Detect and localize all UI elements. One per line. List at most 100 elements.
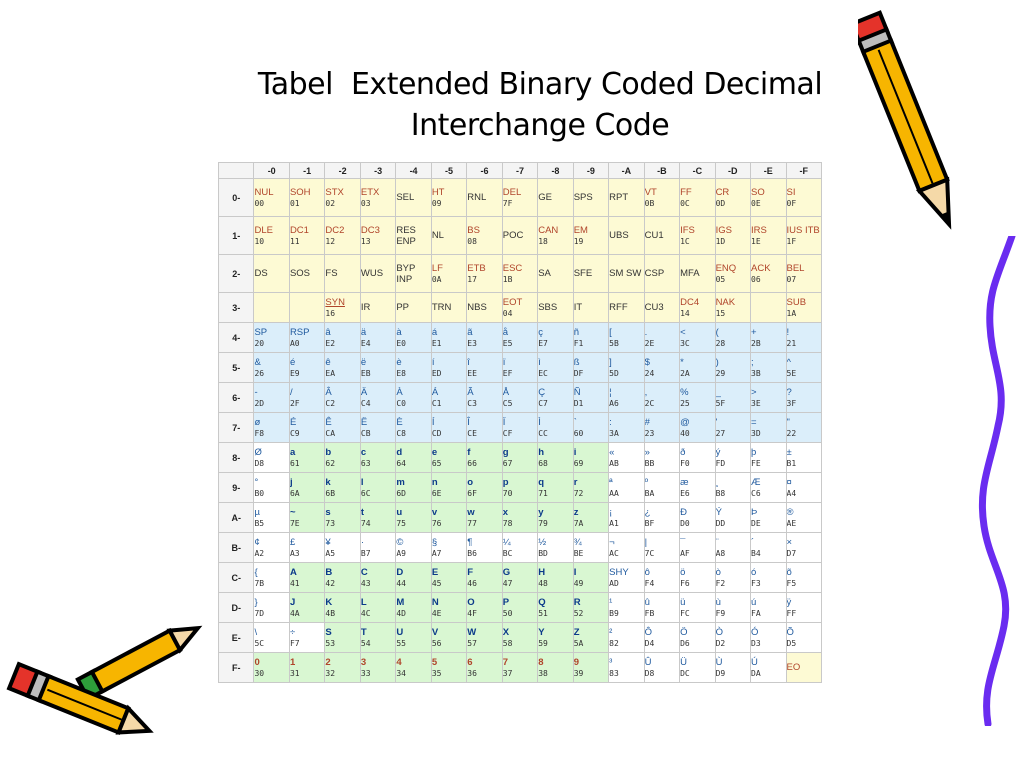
table-cell: ^ 5E	[785, 352, 822, 383]
cell-ascii-code: 39	[573, 668, 584, 678]
table-cell: Å C5	[501, 382, 539, 413]
table-cell: NUL 00	[253, 178, 290, 217]
table-cell: p 70	[501, 472, 539, 503]
cell-ascii-code: 22	[786, 428, 797, 438]
cell-character: Ú	[751, 656, 758, 668]
table-cell: Ë CB	[359, 412, 397, 443]
cell-ascii-code: 4B	[325, 608, 336, 618]
table-cell: ê EA	[324, 352, 361, 383]
table-cell: ã E3	[466, 322, 503, 353]
table-cell: Ñ D1	[572, 382, 610, 413]
table-cell: RFF	[608, 292, 645, 323]
table-cell: f 66	[466, 442, 503, 473]
cell-character: IR	[360, 302, 371, 313]
cell-character: *	[680, 356, 684, 368]
cell-ascii-code: A9	[396, 548, 406, 558]
cell-character: ã	[467, 326, 473, 338]
cell-ascii-code: 5A	[573, 638, 584, 648]
cell-ascii-code: 14	[680, 308, 690, 318]
cell-ascii-code: 31	[289, 668, 300, 678]
cell-ascii-code: 1E	[751, 236, 761, 246]
cell-ascii-code: 5F	[715, 398, 726, 408]
table-cell: SEL	[395, 178, 432, 217]
column-header: -B	[643, 162, 681, 179]
table-cell: BYP INP	[395, 254, 432, 293]
table-cell: NL	[430, 216, 468, 255]
cell-character: è	[396, 356, 402, 368]
cell-ascii-code: EF	[502, 368, 513, 378]
cell-character: Í	[431, 416, 435, 428]
cell-character: 0	[254, 656, 260, 668]
table-cell: Ä C4	[359, 382, 397, 413]
cell-character: (	[715, 326, 719, 338]
cell-character: Ð	[680, 506, 687, 518]
table-cell: FF 0C	[679, 178, 716, 217]
table-cell: STX 02	[324, 178, 361, 217]
table-cell: (28	[714, 322, 752, 353]
cell-character: Â	[325, 386, 332, 398]
cell-ascii-code: FD	[715, 458, 726, 468]
cell-character: 6	[467, 656, 473, 668]
table-cell: Ô D4	[643, 622, 681, 653]
table-cell: I 49	[572, 562, 610, 593]
table-cell: Â C2	[324, 382, 361, 413]
table-cell: © A9	[395, 532, 432, 563]
cell-character: ½	[538, 536, 547, 548]
table-cell: ¤ A4	[785, 472, 822, 503]
cell-character: ETB	[467, 262, 486, 274]
cell-ascii-code: A7	[431, 548, 442, 558]
table-cell: V 56	[430, 622, 468, 653]
cell-character: ³	[609, 656, 613, 668]
cell-character: RES ENP	[396, 224, 416, 247]
column-header: -0	[253, 162, 290, 179]
table-cell: z 7A	[572, 502, 610, 533]
cell-ascii-code: F6	[680, 578, 690, 588]
cell-character: SHY	[609, 566, 629, 578]
cell-character: C	[360, 566, 368, 578]
cell-character: BYP INP	[396, 262, 416, 285]
cell-character: ê	[325, 356, 331, 368]
row-header: F-	[217, 652, 255, 683]
table-cell: y 79	[537, 502, 574, 533]
table-cell: l 6C	[359, 472, 397, 503]
cell-ascii-code: D1	[573, 398, 584, 408]
cell-character: ©	[396, 536, 404, 548]
cell-ascii-code: BC	[502, 548, 513, 558]
cell-ascii-code: A3	[289, 548, 300, 558]
cell-character: BS	[467, 224, 480, 236]
table-cell: ° B0	[253, 472, 290, 503]
table-cell: × D7	[785, 532, 822, 563]
cell-character: ¿	[644, 506, 651, 518]
cell-ascii-code: B8	[715, 488, 726, 498]
table-cell: PP	[395, 292, 432, 323]
cell-ascii-code: 5B	[609, 338, 619, 348]
cell-character: ù	[715, 596, 721, 608]
table-cell: Õ D5	[785, 622, 822, 653]
cell-ascii-code: 23	[644, 428, 655, 438]
cell-character: Ç	[538, 386, 546, 398]
cell-ascii-code: 0F	[786, 198, 797, 208]
cell-ascii-code: 07	[786, 274, 797, 284]
cell-character: ~	[289, 506, 296, 518]
cell-character: &	[254, 356, 261, 368]
table-row: A-µ B5 ~7E s 73 t 74 u 75 v 76 w 77 x 78 y 79 z 7A ¡ A1 ¿ BF Ð D…	[217, 502, 822, 533]
cell-ascii-code: 20	[254, 338, 265, 348]
slide-title-line-2: Interchange Code	[410, 108, 670, 143]
cell-character: >	[751, 386, 757, 398]
column-header: -4	[395, 162, 432, 179]
cell-ascii-code: 4D	[396, 608, 406, 618]
cell-ascii-code: 3C	[680, 338, 690, 348]
cell-character: B	[325, 566, 333, 578]
cell-ascii-code: F0	[680, 458, 690, 468]
table-cell: @40	[679, 412, 716, 443]
table-cell: 6 36	[466, 652, 503, 683]
cell-ascii-code: 41	[289, 578, 300, 588]
table-row: 1- DLE 10 DC1 11 DC2 12 DC3 13 RES ENP NL BS 08 POC CA…	[217, 216, 822, 255]
table-cell: 5 35	[430, 652, 468, 683]
cell-character: Ô	[644, 626, 653, 638]
cell-ascii-code: 7B	[254, 578, 265, 588]
cell-character: #	[644, 416, 650, 428]
table-cell: î EE	[466, 352, 503, 383]
table-cell: r 72	[572, 472, 610, 503]
table-cell: ACK 06	[750, 254, 787, 293]
